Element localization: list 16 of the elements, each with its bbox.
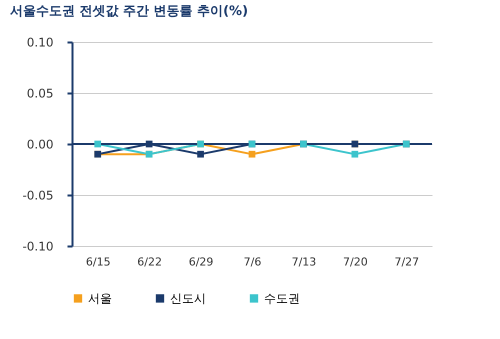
chart-title: 서울수도권 전셋값 주간 변동률 추이(%) — [10, 4, 248, 19]
y-tick-label: -0.10 — [22, 240, 54, 254]
legend-label: 신도시 — [170, 291, 206, 306]
x-tick-label: 6/22 — [137, 256, 162, 268]
x-tick-label: 7/27 — [394, 256, 420, 268]
x-tick-label: 7/6 — [244, 256, 262, 268]
y-tick-label: 0.10 — [26, 36, 54, 50]
y-tick-label: 0.00 — [26, 138, 54, 152]
y-tick-label: -0.05 — [22, 188, 54, 202]
x-tick-label: 6/15 — [86, 256, 111, 268]
y-tick-label: 0.05 — [26, 86, 54, 100]
legend-label: 서울 — [88, 291, 112, 306]
legend-label: 수도권 — [264, 291, 300, 306]
x-tick-label: 6/29 — [188, 256, 214, 268]
x-tick-label: 7/13 — [292, 256, 316, 268]
x-tick-label: 7/20 — [343, 256, 368, 268]
